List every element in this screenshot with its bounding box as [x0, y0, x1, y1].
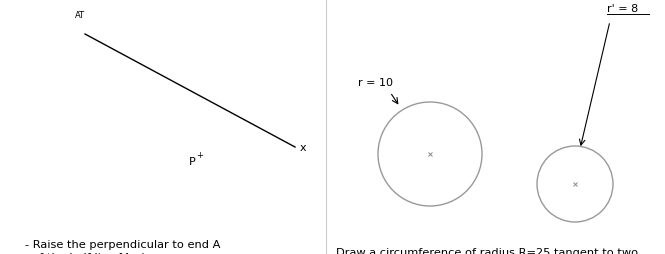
Text: +: +	[197, 150, 203, 159]
Text: r' = 8: r' = 8	[607, 4, 638, 14]
Text: x: x	[300, 142, 307, 152]
Text: P: P	[189, 156, 196, 166]
Text: Draw a circumference of radius R=25 tangent to two
given circumferences of radii: Draw a circumference of radius R=25 tang…	[336, 247, 638, 254]
Text: AT: AT	[75, 11, 85, 20]
Text: r = 10: r = 10	[358, 78, 393, 88]
Text: - Raise the perpendicular to end A
  of the half-line [A,x).
- Draw the parallel: - Raise the perpendicular to end A of th…	[25, 239, 220, 254]
